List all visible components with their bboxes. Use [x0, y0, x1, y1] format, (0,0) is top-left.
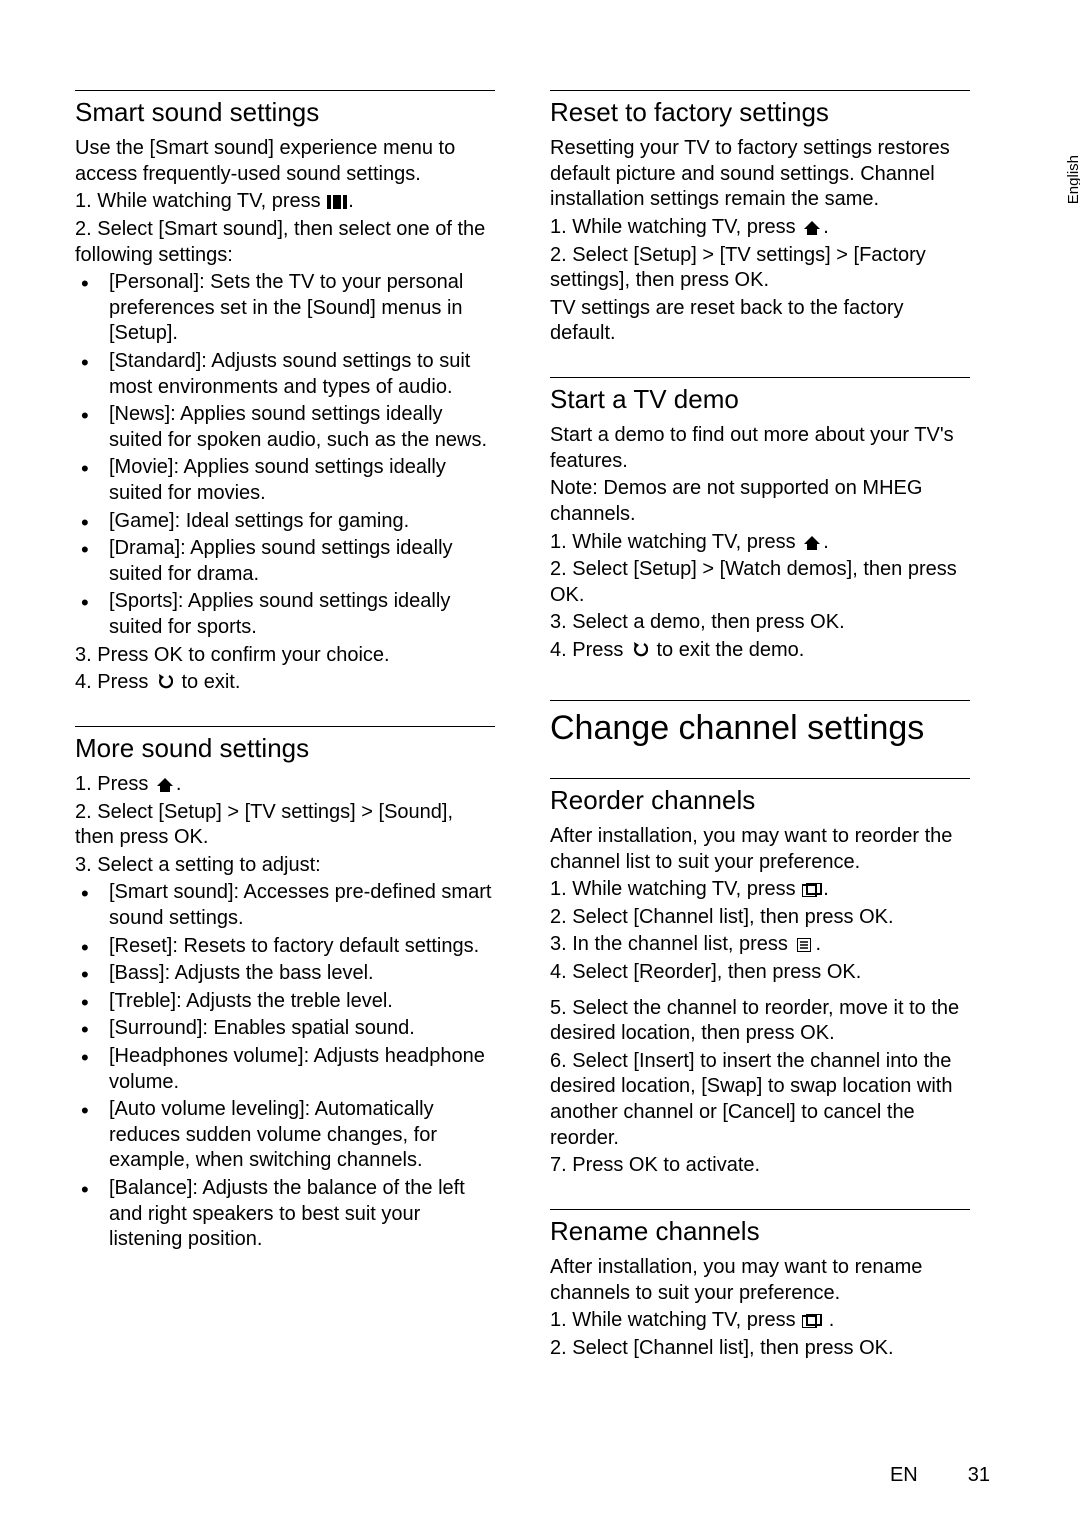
heading-rename: Rename channels — [550, 1209, 970, 1247]
list-item: [Standard]: Adjusts sound settings to su… — [75, 349, 495, 400]
list-item: [Smart sound]: Accesses pre-defined smar… — [75, 880, 495, 931]
back-icon — [154, 670, 176, 696]
body-text: 2. Select [Setup] > [TV settings] > [Sou… — [75, 800, 495, 851]
list-item: [Drama]: Applies sound settings ideally … — [75, 536, 495, 587]
body-text: 6. Select [Insert] to insert the channel… — [550, 1049, 970, 1151]
language-side-label: English — [1065, 155, 1080, 204]
list-item: [Movie]: Applies sound settings ideally … — [75, 455, 495, 506]
body-text: After installation, you may want to rena… — [550, 1255, 970, 1306]
body-text: 2. Select [Setup] > [TV settings] > [Fac… — [550, 243, 970, 294]
browse-icon — [801, 1308, 823, 1334]
body-text: Start a demo to find out more about your… — [550, 423, 970, 474]
body-text: 3. In the channel list, press . — [550, 932, 970, 958]
list-item: [News]: Applies sound settings ideally s… — [75, 402, 495, 453]
body-text: 1. While watching TV, press . — [550, 215, 970, 241]
body-text: 2. Select [Smart sound], then select one… — [75, 217, 495, 268]
home-icon — [801, 530, 823, 556]
body-text: 3. Select a demo, then press OK. — [550, 610, 970, 636]
heading-more-sound: More sound settings — [75, 726, 495, 764]
body-text: 7. Press OK to activate. — [550, 1153, 970, 1179]
back-icon — [629, 638, 651, 664]
heading-reorder: Reorder channels — [550, 778, 970, 816]
heading-tv-demo: Start a TV demo — [550, 377, 970, 415]
body-text: 3. Select a setting to adjust: — [75, 853, 495, 879]
left-column: Smart sound settings Use the [Smart soun… — [75, 90, 495, 1362]
list-item: [Personal]: Sets the TV to your personal… — [75, 270, 495, 347]
body-text: 5. Select the channel to reorder, move i… — [550, 996, 970, 1047]
body-text: Use the [Smart sound] experience menu to… — [75, 136, 495, 187]
body-text: After installation, you may want to reor… — [550, 824, 970, 875]
heading-change-channel: Change channel settings — [550, 700, 970, 748]
list-item: [Game]: Ideal settings for gaming. — [75, 509, 495, 535]
body-text: 4. Press to exit the demo. — [550, 638, 970, 664]
options-icon — [793, 932, 815, 958]
adjust-icon — [326, 189, 348, 215]
list-item: [Bass]: Adjusts the bass level. — [75, 961, 495, 987]
list-item: [Auto volume leveling]: Automatically re… — [75, 1097, 495, 1174]
body-text: 1. Press . — [75, 772, 495, 798]
browse-icon — [801, 877, 823, 903]
home-icon — [154, 772, 176, 798]
page-content: Smart sound settings Use the [Smart soun… — [0, 0, 1080, 1362]
home-icon — [801, 215, 823, 241]
body-text: 1. While watching TV, press . — [75, 189, 495, 215]
footer-page-number: 31 — [968, 1464, 990, 1487]
bullet-list: [Smart sound]: Accesses pre-defined smar… — [75, 880, 495, 1252]
body-text: 1. While watching TV, press . — [550, 877, 970, 903]
body-text: Note: Demos are not supported on MHEG ch… — [550, 476, 970, 527]
footer-lang: EN — [890, 1464, 918, 1487]
body-text: TV settings are reset back to the factor… — [550, 296, 970, 347]
page-footer: EN 31 — [890, 1464, 990, 1487]
list-item: [Reset]: Resets to factory default setti… — [75, 934, 495, 960]
heading-factory-reset: Reset to factory settings — [550, 90, 970, 128]
body-text: 4. Press to exit. — [75, 670, 495, 696]
body-text: Resetting your TV to factory settings re… — [550, 136, 970, 213]
list-item: [Sports]: Applies sound settings ideally… — [75, 589, 495, 640]
body-text: 2. Select [Channel list], then press OK. — [550, 1336, 970, 1362]
body-text: 3. Press OK to confirm your choice. — [75, 643, 495, 669]
body-text: 1. While watching TV, press . — [550, 1308, 970, 1334]
heading-smart-sound: Smart sound settings — [75, 90, 495, 128]
bullet-list: [Personal]: Sets the TV to your personal… — [75, 270, 495, 640]
body-text: 4. Select [Reorder], then press OK. — [550, 960, 970, 986]
body-text: 2. Select [Channel list], then press OK. — [550, 905, 970, 931]
list-item: [Headphones volume]: Adjusts headphone v… — [75, 1044, 495, 1095]
body-text: 2. Select [Setup] > [Watch demos], then … — [550, 557, 970, 608]
right-column: Reset to factory settings Resetting your… — [550, 90, 970, 1362]
body-text: 1. While watching TV, press . — [550, 530, 970, 556]
list-item: [Balance]: Adjusts the balance of the le… — [75, 1176, 495, 1253]
list-item: [Treble]: Adjusts the treble level. — [75, 989, 495, 1015]
list-item: [Surround]: Enables spatial sound. — [75, 1016, 495, 1042]
